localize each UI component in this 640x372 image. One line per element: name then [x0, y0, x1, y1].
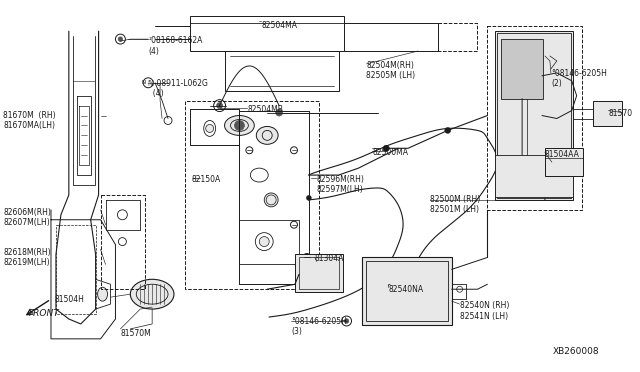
- Text: 81504H: 81504H: [55, 295, 85, 304]
- Text: FRONT: FRONT: [29, 309, 60, 318]
- Bar: [495, 31, 573, 200]
- Ellipse shape: [548, 86, 562, 106]
- Circle shape: [276, 109, 283, 116]
- Bar: [299, 257, 339, 289]
- Text: 82596M(RH)
82597M(LH): 82596M(RH) 82597M(LH): [317, 175, 365, 195]
- Text: 81570M: 81570M: [120, 329, 151, 338]
- Ellipse shape: [131, 279, 174, 309]
- Text: 82618M(RH)
82619M(LH): 82618M(RH) 82619M(LH): [3, 247, 51, 267]
- Text: °08146-6205H
(3): °08146-6205H (3): [291, 317, 347, 336]
- Circle shape: [216, 103, 223, 109]
- Text: 82504MA: 82504MA: [261, 21, 297, 30]
- Ellipse shape: [98, 287, 108, 301]
- Bar: [501, 39, 543, 99]
- Circle shape: [344, 319, 349, 323]
- Ellipse shape: [264, 193, 278, 207]
- Ellipse shape: [256, 126, 278, 144]
- Text: 81304A: 81304A: [315, 254, 344, 263]
- Circle shape: [259, 237, 269, 247]
- Bar: [497, 33, 571, 198]
- Circle shape: [445, 128, 451, 134]
- Ellipse shape: [380, 279, 397, 299]
- Circle shape: [422, 303, 430, 311]
- Text: 82540N (RH)
82541N (LH): 82540N (RH) 82541N (LH): [460, 301, 509, 321]
- Text: 82606M(RH)
82607M(LH): 82606M(RH) 82607M(LH): [3, 208, 51, 227]
- Text: °08146-6205H
(2): °08146-6205H (2): [551, 69, 607, 88]
- Circle shape: [234, 121, 244, 131]
- Text: ℕ 08911-L062G
  (4): ℕ 08911-L062G (4): [148, 79, 208, 98]
- Circle shape: [205, 125, 214, 132]
- Circle shape: [309, 263, 329, 283]
- Bar: [190, 16, 344, 51]
- Circle shape: [314, 268, 324, 278]
- Bar: [295, 254, 342, 292]
- Bar: [545, 148, 582, 176]
- Text: 81670M  (RH)
81670MA(LH): 81670M (RH) 81670MA(LH): [3, 110, 56, 130]
- Circle shape: [383, 145, 389, 151]
- Text: ²08168-6162A
(4): ²08168-6162A (4): [148, 36, 203, 55]
- Text: 81570: 81570: [609, 109, 632, 118]
- Text: 82504MB: 82504MB: [248, 105, 284, 113]
- Ellipse shape: [598, 107, 611, 119]
- Ellipse shape: [225, 116, 254, 135]
- Circle shape: [514, 137, 520, 143]
- Bar: [488, 26, 582, 210]
- Circle shape: [382, 283, 394, 295]
- Text: 82150A: 82150A: [192, 175, 221, 184]
- Circle shape: [307, 195, 311, 201]
- Circle shape: [543, 54, 547, 58]
- Bar: [362, 257, 452, 325]
- Text: 82500MA: 82500MA: [372, 148, 408, 157]
- Circle shape: [118, 37, 123, 41]
- Text: 81504AA: 81504AA: [545, 150, 580, 159]
- Bar: [593, 101, 622, 126]
- Text: 82504M(RH)
82505M (LH): 82504M(RH) 82505M (LH): [366, 61, 415, 80]
- Bar: [495, 155, 573, 197]
- Text: XB260008: XB260008: [553, 347, 600, 356]
- Ellipse shape: [511, 110, 523, 122]
- Text: 82540NA: 82540NA: [388, 285, 423, 294]
- Text: N: N: [141, 80, 145, 85]
- Text: 82500M (RH)
82501M (LH): 82500M (RH) 82501M (LH): [430, 195, 480, 214]
- Ellipse shape: [509, 51, 525, 71]
- Bar: [366, 262, 448, 321]
